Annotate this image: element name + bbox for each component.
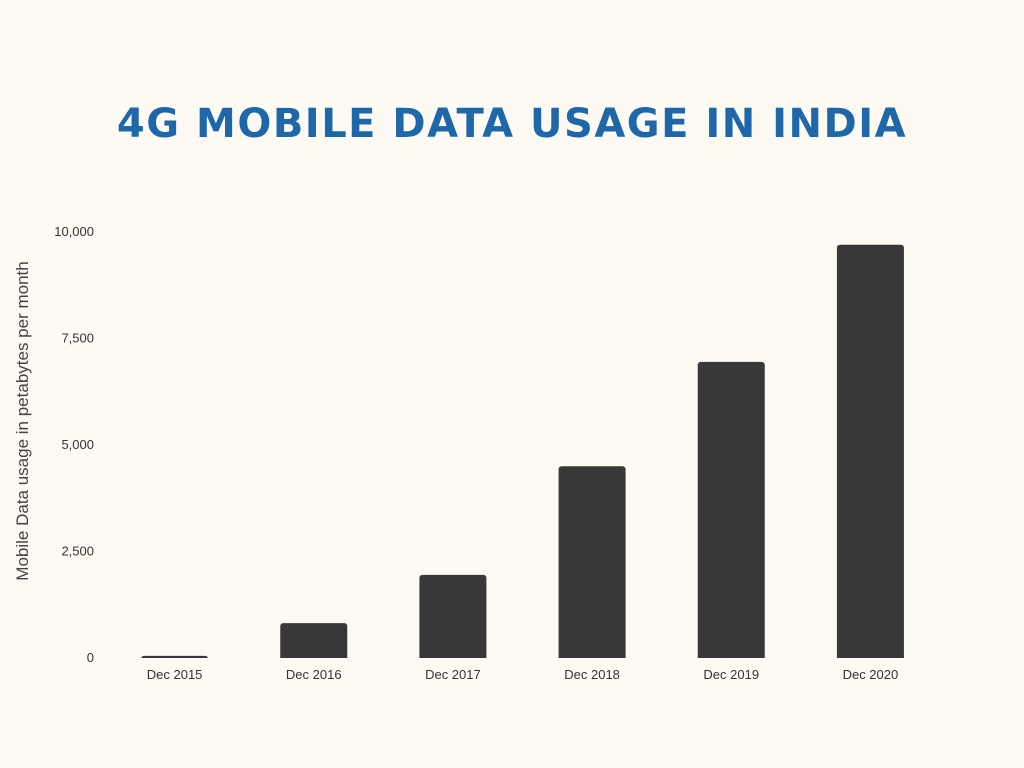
x-tick-label: Dec 2016 [286,667,342,682]
x-axis-ticks: Dec 2015 Dec 2016 Dec 2017 Dec 2018 Dec 2019… [147,667,898,682]
y-axis-ticks: 0 2,500 5,000 7,500 10,000 [54,224,94,665]
x-tick-label: Dec 2019 [703,667,759,682]
bar [697,361,765,661]
y-tick-label: 5,000 [61,437,94,452]
bar [558,466,626,661]
x-tick-label: Dec 2015 [147,667,203,682]
x-tick-label: Dec 2020 [843,667,899,682]
y-tick-label: 7,500 [61,331,94,346]
y-tick-label: 2,500 [61,544,94,559]
x-tick-label: Dec 2017 [425,667,481,682]
y-axis-label: Mobile Data usage in petabytes per month [13,261,32,580]
y-tick-label: 0 [87,650,94,665]
bar [280,623,348,661]
bar [419,574,487,661]
bar-series [95,244,950,662]
bar [836,244,904,661]
chart-title: 4G MOBILE DATA USAGE IN INDIA [116,101,908,147]
y-tick-label: 10,000 [54,224,94,239]
baseline-mask [95,658,950,662]
x-tick-label: Dec 2018 [564,667,620,682]
